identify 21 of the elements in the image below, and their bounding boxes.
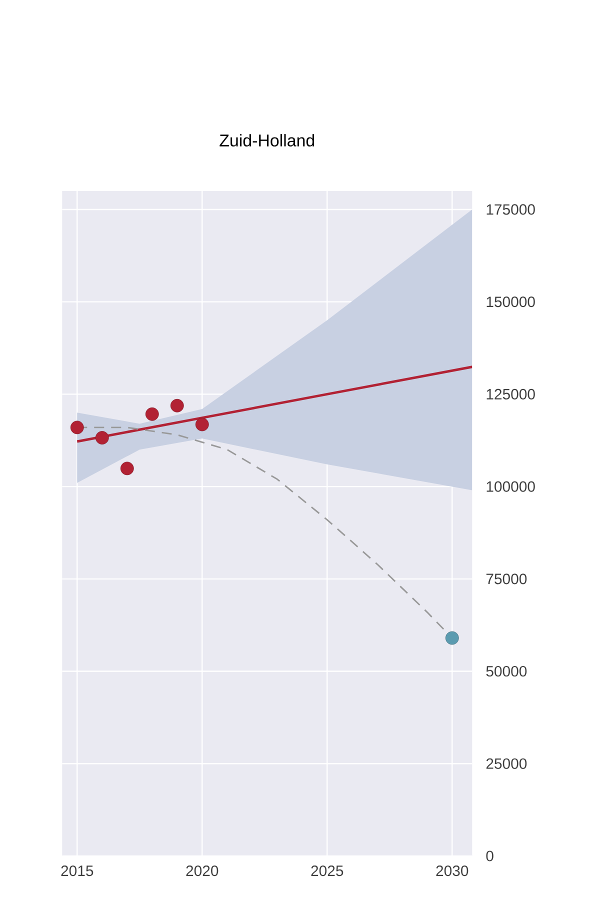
point: [95, 431, 109, 444]
point: [170, 398, 184, 412]
y-tick-label: 25000: [486, 758, 527, 769]
point: [195, 418, 209, 432]
y-tick-label: 50000: [486, 666, 527, 677]
y-tick-label: 125000: [486, 388, 535, 400]
y-tick-label: 175000: [486, 204, 535, 215]
x-tick-label: 2020: [186, 866, 218, 876]
x-tick-label: 2015: [61, 866, 94, 876]
point: [445, 631, 459, 645]
y-tick-label: 100000: [486, 481, 535, 492]
point: [120, 462, 134, 476]
y-tick-label: 75000: [486, 574, 527, 584]
line-series: [76, 366, 472, 443]
y-tick-label: 150000: [486, 296, 535, 308]
point: [145, 407, 159, 421]
x-tick-label: 2030: [436, 866, 468, 876]
point: [70, 420, 84, 434]
x-tick-label: 2025: [311, 866, 344, 876]
chart-title: Zuid-Holland: [220, 134, 314, 147]
y-tick-label: 0: [486, 850, 494, 862]
